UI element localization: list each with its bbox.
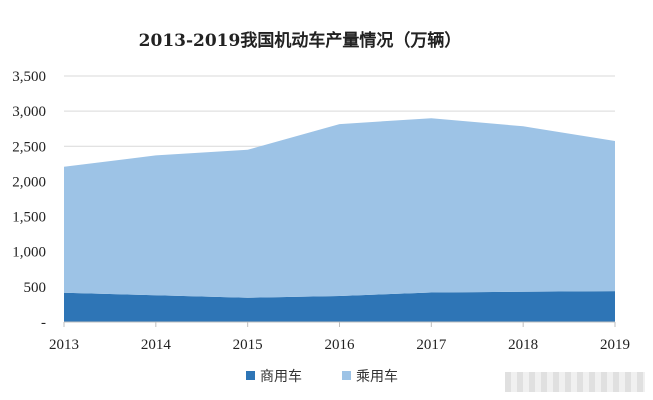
y-axis-ticks: - 500 1,000 1,500 2,000 2,500 3,000 3,500 xyxy=(12,69,46,331)
legend: 商用车 乘用车 xyxy=(246,368,398,385)
chart-title: 2013-2019我国机动车产量情况（万辆） xyxy=(139,30,462,51)
legend-swatch-2 xyxy=(342,371,351,380)
legend-label-1: 商用车 xyxy=(260,368,302,385)
y-tick-label: - xyxy=(41,315,46,331)
y-tick-label: 3,500 xyxy=(12,69,46,85)
legend-label-2: 乘用车 xyxy=(356,368,398,385)
area-series-2 xyxy=(64,118,615,298)
y-tick-label: 3,000 xyxy=(12,104,46,120)
x-tick-label: 2017 xyxy=(416,337,447,353)
area-series-1 xyxy=(64,291,615,322)
y-tick-label: 2,500 xyxy=(12,139,46,155)
y-tick-label: 2,000 xyxy=(12,174,46,190)
y-tick-label: 500 xyxy=(24,280,47,296)
y-tick-label: 1,500 xyxy=(12,210,46,226)
x-tick-label: 2018 xyxy=(508,337,538,353)
x-tick-label: 2015 xyxy=(233,337,263,353)
plot-area xyxy=(64,118,615,322)
y-tick-label: 1,000 xyxy=(12,245,46,261)
x-tick-label: 2013 xyxy=(49,337,79,353)
x-tick-label: 2014 xyxy=(141,337,172,353)
legend-swatch-1 xyxy=(246,371,255,380)
x-axis-ticks: 2013 2014 2015 2016 2017 2018 2019 xyxy=(49,322,630,353)
x-tick-label: 2019 xyxy=(600,337,630,353)
x-tick-label: 2016 xyxy=(325,337,356,353)
watermark-blur xyxy=(505,372,645,392)
